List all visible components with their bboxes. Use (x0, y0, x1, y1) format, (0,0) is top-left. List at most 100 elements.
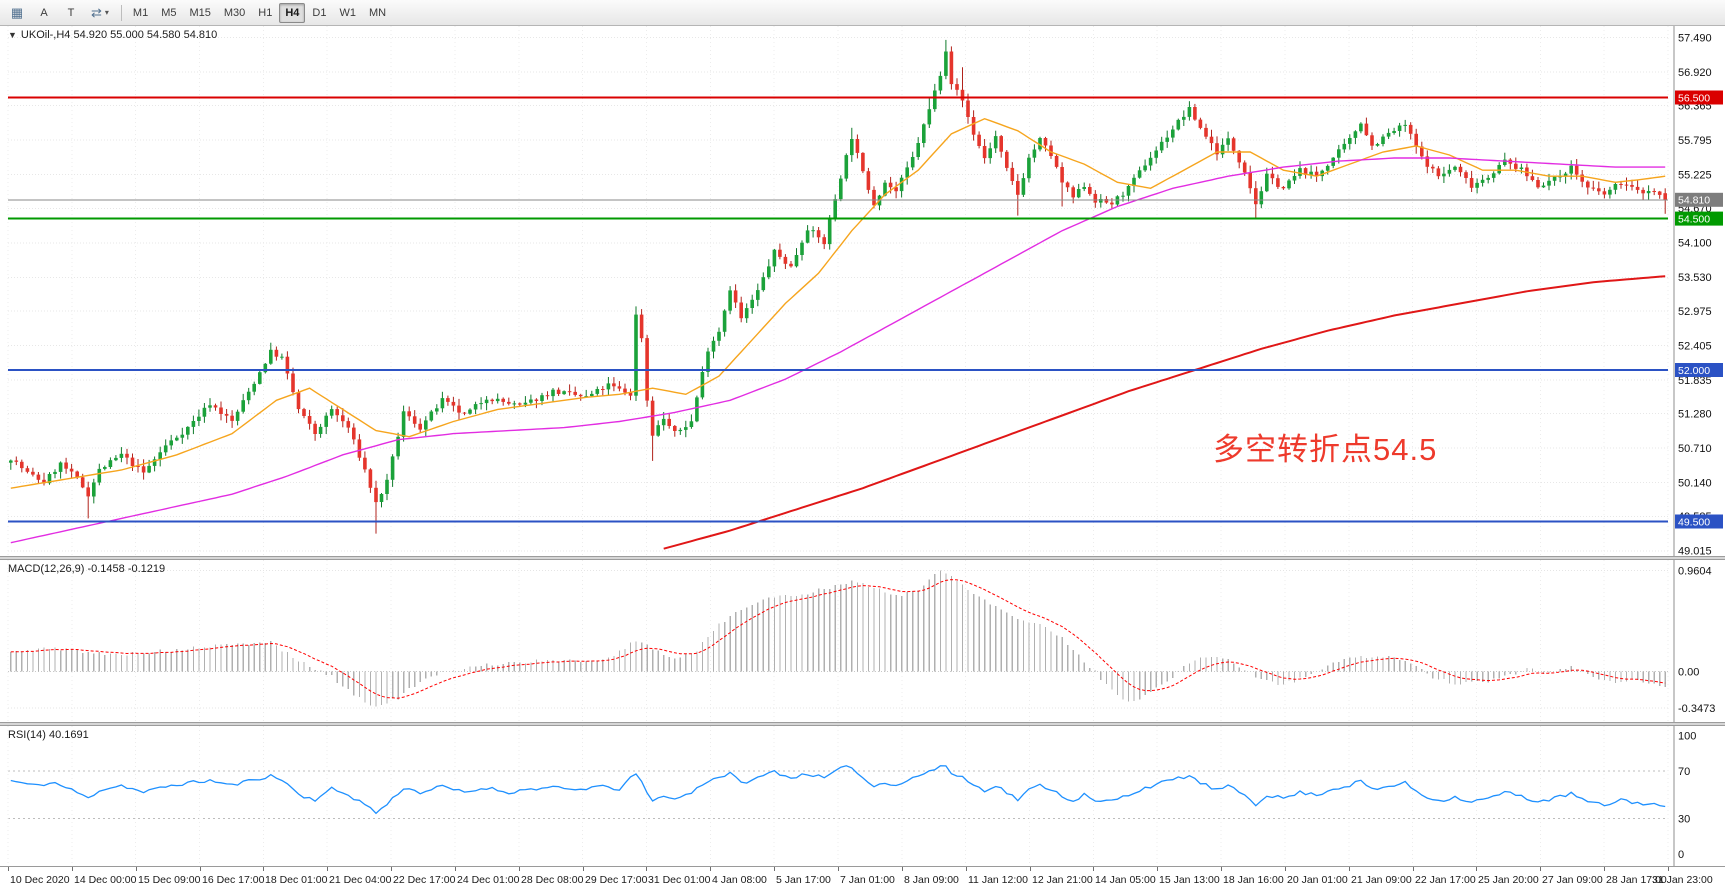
candle (1060, 162, 1064, 207)
price-tag: 56.500 (1675, 90, 1723, 105)
candle (938, 71, 943, 95)
panel-divider-rsi[interactable] (0, 722, 1725, 726)
candle (1314, 166, 1319, 182)
timeframe-h1[interactable]: H1 (258, 6, 273, 19)
candle (529, 394, 533, 406)
time-axis-tick (1668, 867, 1669, 871)
time-axis-label: 18 Jan 16:00 (1223, 874, 1284, 886)
cursor-mode-button[interactable]: ⇄ ▾ (85, 3, 115, 23)
text-tool-button[interactable]: T (58, 3, 84, 23)
rsi-scale[interactable]: 100 70 30 0 (1678, 730, 1696, 861)
candle (717, 327, 721, 346)
candle (219, 401, 223, 421)
time-axis-label: 29 Dec 17:00 (585, 874, 648, 886)
candle (412, 410, 417, 428)
candle (1198, 117, 1203, 130)
ma-mid-line (10, 157, 1666, 544)
candle (269, 342, 273, 365)
candle (1469, 170, 1474, 192)
time-axis-tick (1285, 867, 1286, 871)
candle (678, 427, 683, 435)
time-axis-label: 16 Dec 17:00 (202, 874, 265, 886)
timeframe-m1[interactable]: M1 (132, 6, 149, 19)
candle (1309, 165, 1313, 179)
candle (1530, 169, 1535, 182)
candle (20, 459, 24, 473)
timeframe-m5[interactable]: M5 (161, 6, 177, 19)
candle (25, 465, 30, 474)
chart-title-text: UKOil-,H4 54.920 55.000 54.580 54.810 (20, 29, 218, 41)
candle (1563, 171, 1568, 184)
candle (92, 478, 96, 504)
timeframe-mn[interactable]: MN (368, 6, 387, 19)
rsi-title: RSI(14) 40.1691 (8, 729, 89, 741)
time-axis-tick (966, 867, 967, 871)
candle (501, 397, 505, 406)
timeframe-m15[interactable]: M15 (189, 6, 211, 19)
candle (617, 381, 622, 392)
price-scale[interactable]: 57.49056.92056.36555.79555.22554.67054.1… (1678, 32, 1712, 556)
candle (1143, 159, 1147, 172)
text-tool-button-label: T (67, 6, 75, 19)
candle (872, 186, 876, 209)
candle (927, 97, 932, 128)
timeframe-h4[interactable]: H4 (279, 2, 306, 23)
candle (407, 406, 411, 421)
candle (424, 416, 428, 437)
charts-grid-button[interactable]: ▦ (4, 3, 30, 23)
candle (1076, 183, 1081, 199)
candle (1386, 128, 1391, 139)
candle (805, 225, 810, 244)
time-axis-tick (902, 867, 903, 871)
macd-scale[interactable]: 0.9604 0.00 -0.3473 (1678, 565, 1715, 715)
price-chart-canvas[interactable]: 57.49056.92056.36555.79555.22554.67054.1… (0, 26, 1725, 556)
macd-scale-label: -0.3473 (1678, 703, 1715, 715)
candle (374, 480, 378, 534)
candle (861, 152, 865, 174)
candle (363, 451, 367, 473)
macd-gridlines (8, 570, 1668, 709)
candle (341, 408, 345, 428)
ma-slow-line (663, 275, 1666, 550)
time-axis[interactable]: 10 Dec 2020 14 Dec 00:00 15 Dec 09:00 16 De… (0, 866, 1725, 893)
candle (507, 397, 511, 406)
price-scale-label: 51.280 (1678, 409, 1712, 421)
candle (1491, 171, 1496, 183)
time-axis-label: 31 Dec 01:00 (648, 874, 711, 886)
candle (811, 226, 815, 238)
candle (14, 456, 19, 466)
panel-divider-macd[interactable] (0, 556, 1725, 560)
candle (1630, 179, 1634, 191)
time-axis-tick (774, 867, 775, 871)
candle (1165, 130, 1169, 148)
svg-text:54.810: 54.810 (1678, 195, 1710, 207)
annotate-arrow-button[interactable]: A (31, 3, 57, 23)
candle (667, 413, 671, 429)
candle (1552, 175, 1557, 186)
time-axis-tick (1476, 867, 1477, 871)
candle (446, 395, 450, 406)
candle (855, 134, 860, 159)
macd-canvas[interactable]: 0.9604 0.00 -0.3473 (0, 560, 1725, 722)
candle (385, 473, 389, 501)
macd-histogram (10, 570, 1666, 707)
candle (1420, 141, 1424, 160)
timeframe-button-group: M1 M5 M15 M30 H1 H4 D1 W1 MN (127, 2, 393, 23)
timeframe-w1[interactable]: W1 (339, 6, 356, 19)
candle (335, 406, 339, 422)
candle (1342, 138, 1347, 153)
candle (966, 93, 970, 124)
candle (1187, 101, 1192, 121)
candle (175, 435, 179, 442)
timeframe-m30[interactable]: M30 (223, 6, 246, 19)
candle (993, 130, 998, 153)
candle (418, 418, 422, 434)
candle (191, 415, 196, 435)
candle (1281, 186, 1286, 190)
horizontal-gridlines (8, 37, 1668, 552)
chevron-down-icon[interactable]: ▼ (8, 30, 17, 40)
timeframe-d1[interactable]: D1 (312, 6, 327, 19)
rsi-canvas[interactable]: 100 70 30 0 (0, 726, 1725, 866)
candle (1453, 165, 1457, 172)
candle (739, 296, 743, 323)
